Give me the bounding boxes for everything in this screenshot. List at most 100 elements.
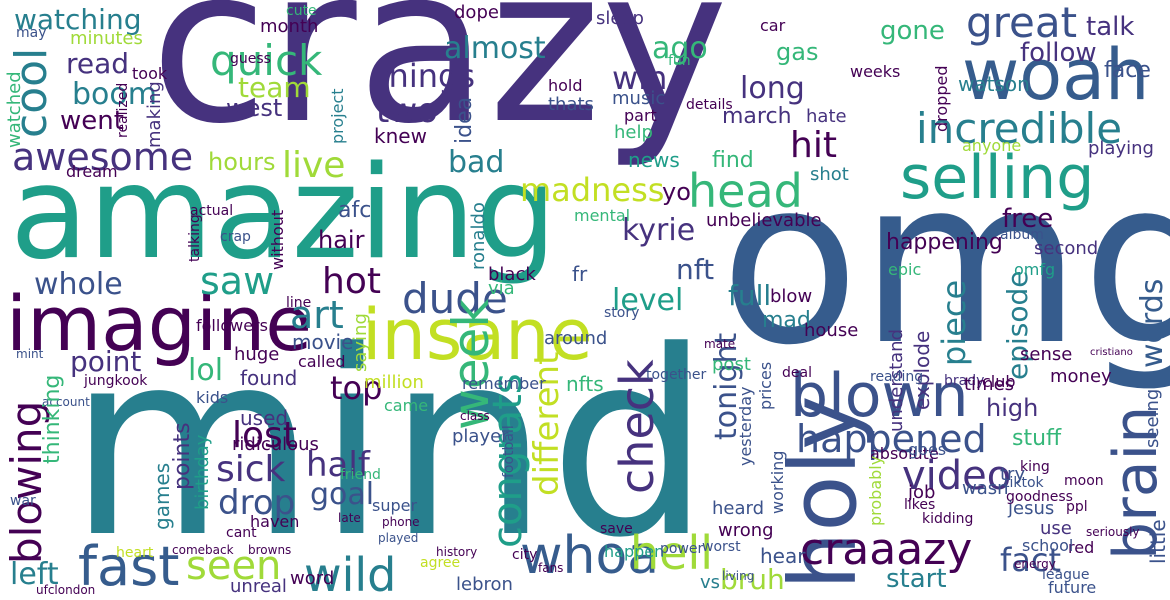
- word-future: future: [1048, 578, 1097, 597]
- word-incredible: incredible: [916, 104, 1123, 153]
- word-yesterday: yesterday: [736, 386, 755, 467]
- word-post: post: [712, 354, 751, 375]
- word-music: music: [612, 88, 666, 109]
- word-news: news: [628, 148, 680, 172]
- word-video: video: [902, 453, 1012, 499]
- word-happen: happen: [604, 542, 665, 561]
- word-friend: friend: [340, 467, 381, 483]
- word-seriously: seriously: [1086, 525, 1140, 539]
- word-blow: blow: [770, 286, 813, 307]
- word-save: save: [600, 521, 633, 537]
- word-city: city: [512, 547, 538, 563]
- word-mate: mate: [704, 337, 736, 351]
- word-fact: fact: [1000, 541, 1062, 579]
- word-part: part: [624, 106, 657, 125]
- word-madness: madness: [520, 171, 665, 209]
- word-hate: hate: [806, 106, 847, 127]
- word-nft: nft: [676, 253, 715, 286]
- word-remember: remember: [462, 374, 546, 393]
- word-hear: hear: [760, 544, 806, 568]
- word-quick: quick: [210, 36, 323, 85]
- word-talking: talking: [187, 214, 203, 262]
- word-followers: followers: [196, 316, 268, 335]
- word-red: red: [1068, 538, 1095, 557]
- word-amazing: amazing: [10, 139, 557, 288]
- word-played: played: [378, 531, 419, 545]
- word-worst: worst: [702, 539, 741, 555]
- word-making: making: [144, 81, 165, 148]
- word-half: half: [306, 445, 370, 485]
- word-wrong: wrong: [718, 520, 774, 541]
- word-details: details: [686, 97, 733, 113]
- word-words: words: [1135, 278, 1170, 368]
- word-try: try: [1000, 464, 1026, 485]
- word-ronaldo: ronaldo: [468, 202, 489, 270]
- word-gas: gas: [776, 38, 819, 66]
- word-ppl: ppl: [1066, 499, 1088, 515]
- word-went: went: [60, 106, 124, 136]
- word-took: took: [132, 64, 168, 83]
- word-kyrie: kyrie: [622, 213, 696, 248]
- word-fast: fast: [78, 535, 180, 598]
- word-watched: watched: [4, 71, 25, 148]
- word-vs: vs: [700, 572, 721, 593]
- word-line: line: [286, 295, 312, 311]
- word-hell: hell: [630, 526, 714, 580]
- word-movie: movie: [292, 330, 354, 354]
- word-woah: woah: [962, 34, 1150, 116]
- word-saw: saw: [200, 259, 275, 303]
- word-mental: mental: [574, 206, 631, 225]
- word-house: house: [804, 320, 859, 341]
- word-hours: hours: [208, 148, 276, 176]
- word-wild: wild: [304, 548, 397, 600]
- word-super: super: [372, 496, 418, 515]
- word-whole: whole: [34, 267, 123, 302]
- word-ridiculous: ridiculous: [232, 434, 319, 455]
- word-top: top: [330, 369, 383, 407]
- word-king: king: [1020, 459, 1050, 475]
- word-brady: brady: [944, 373, 985, 389]
- word-cant: cant: [226, 525, 257, 541]
- word-thats: thats: [548, 94, 594, 115]
- word-mint: mint: [16, 347, 44, 361]
- word-word: word: [290, 568, 335, 589]
- word-reading: reading: [870, 369, 924, 385]
- word-weeks: weeks: [850, 62, 901, 81]
- word-player: player: [452, 426, 509, 447]
- word-live: live: [282, 145, 346, 186]
- word-nfts: nfts: [566, 372, 604, 396]
- word-unreal: unreal: [230, 576, 287, 597]
- word-saying: saying: [350, 313, 371, 372]
- word-league: league: [1042, 567, 1090, 583]
- word-agree: agree: [420, 555, 461, 571]
- word-omfg: omfg: [1014, 260, 1056, 279]
- word-second: second: [1034, 238, 1099, 259]
- word-energy: energy: [1014, 557, 1056, 571]
- word-art: art: [290, 293, 344, 337]
- word-happening: happening: [886, 230, 1003, 255]
- word-hot: hot: [322, 261, 381, 302]
- word-anyone: anyone: [962, 136, 1022, 155]
- word-two: two: [376, 91, 438, 131]
- word-job: job: [908, 482, 936, 503]
- word-found: found: [240, 366, 298, 390]
- word-wasn: wasn: [962, 478, 1009, 499]
- word-kids: kids: [196, 388, 229, 407]
- word-find: find: [712, 148, 754, 173]
- word-around: around: [544, 328, 608, 349]
- word-tiktok: tiktok: [1004, 475, 1044, 491]
- word-bruh: bruh: [720, 563, 785, 596]
- word-absolute: absolute: [870, 444, 939, 463]
- word-shot: shot: [810, 164, 849, 185]
- word-fun: fun: [668, 53, 691, 69]
- word-bad: bad: [448, 145, 505, 180]
- word-imagine: imagine: [6, 279, 313, 368]
- word-times: times: [964, 374, 1015, 395]
- word-lebron: lebron: [456, 574, 513, 595]
- word-west: west: [226, 94, 283, 122]
- word-follow: follow: [1020, 38, 1097, 68]
- word-points: points: [170, 422, 195, 490]
- word-boom: boom: [72, 77, 157, 112]
- word-level: level: [612, 283, 684, 318]
- word-goodness: goodness: [1006, 489, 1073, 505]
